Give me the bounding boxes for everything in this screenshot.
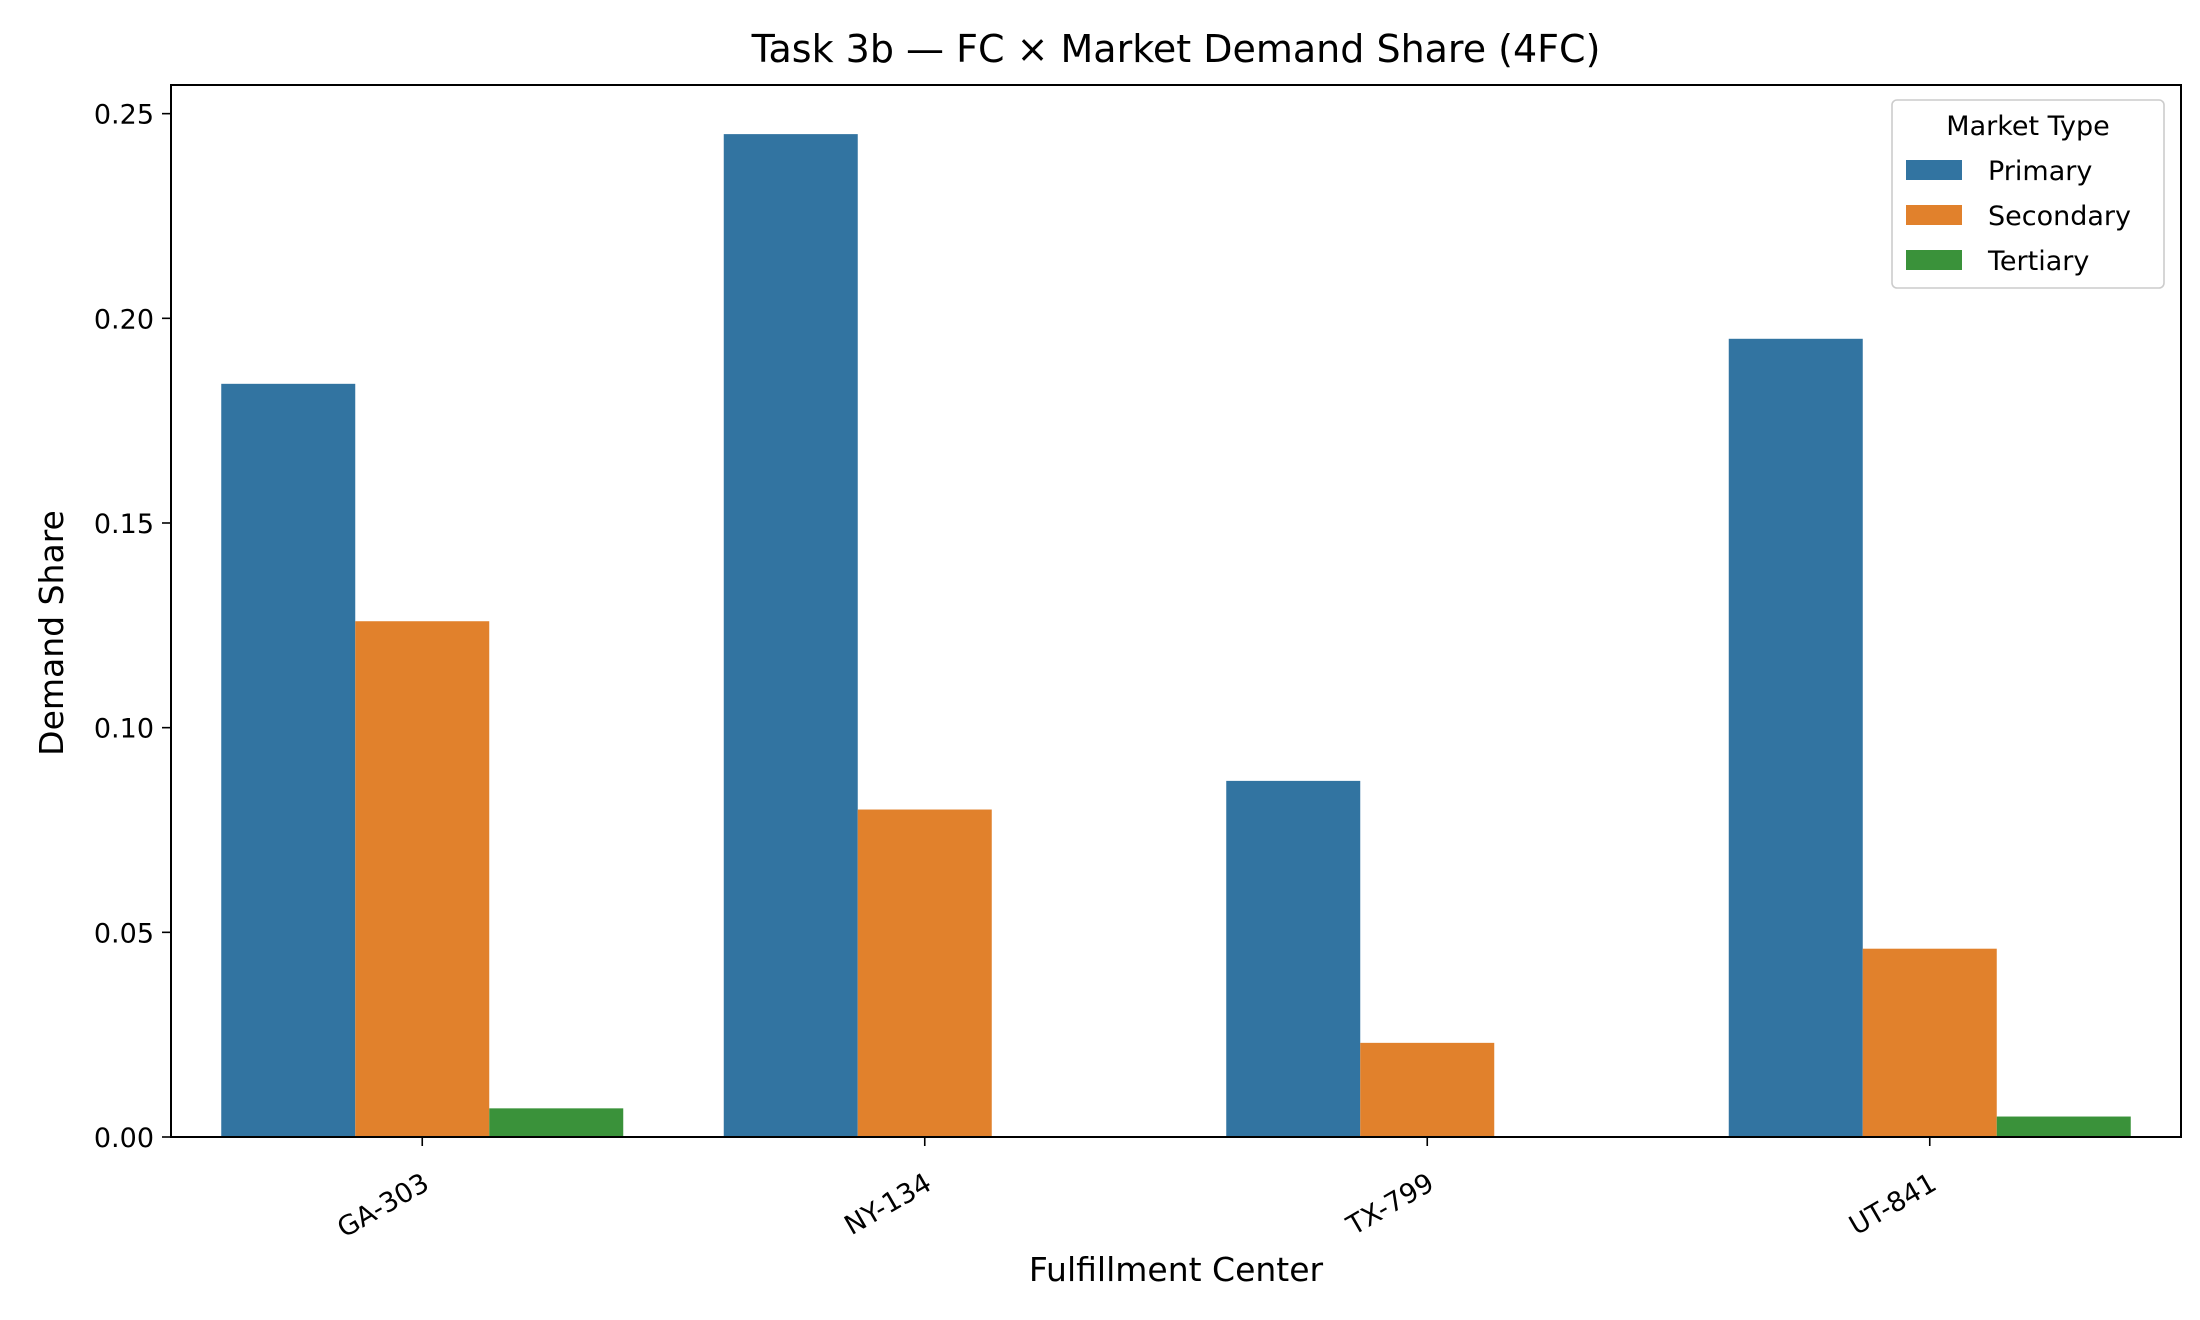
x-axis-label: Fulfillment Center bbox=[1029, 1250, 1324, 1289]
legend-swatch-tertiary bbox=[1906, 250, 1962, 270]
plot-area: 0.00 0.05 0.10 0.15 0.20 0.25 GA-303 NY-134 TX-7… bbox=[94, 84, 2182, 1244]
legend-box bbox=[1891, 99, 2165, 289]
bar-tertiary-ga-303 bbox=[489, 1108, 624, 1137]
y-tick-label: 0.20 bbox=[94, 304, 154, 335]
y-tick-label: 0.25 bbox=[94, 100, 154, 131]
y-tick-label: 0.05 bbox=[94, 918, 154, 949]
bar-secondary-tx-799 bbox=[1360, 1042, 1495, 1137]
y-axis-label: Demand Share bbox=[32, 510, 71, 756]
legend-label-secondary: Secondary bbox=[1988, 201, 2131, 232]
x-tick-label: TX-799 bbox=[1341, 1167, 1440, 1242]
y-tick-label: 0.10 bbox=[94, 714, 154, 745]
y-tick-label: 0.00 bbox=[94, 1123, 154, 1154]
legend-label-primary: Primary bbox=[1988, 156, 2092, 187]
y-tick-label: 0.15 bbox=[94, 509, 154, 540]
chart-title: Task 3b — FC × Market Demand Share (4FC) bbox=[751, 27, 1601, 71]
legend-swatch-primary bbox=[1906, 160, 1962, 180]
x-tick-label: NY-134 bbox=[839, 1167, 937, 1241]
bar-primary-ut-841 bbox=[1728, 338, 1863, 1137]
bar-primary-tx-799 bbox=[1226, 780, 1361, 1137]
legend-swatch-secondary bbox=[1906, 205, 1962, 225]
plot-frame bbox=[170, 84, 2182, 1138]
bar-secondary-ga-303 bbox=[355, 621, 490, 1137]
x-tick-label: GA-303 bbox=[332, 1167, 434, 1244]
bar-primary-ny-134 bbox=[723, 134, 858, 1137]
x-tick-label: UT-841 bbox=[1844, 1167, 1942, 1241]
legend-label-tertiary: Tertiary bbox=[1987, 246, 2089, 277]
bar-tertiary-ut-841 bbox=[1996, 1116, 2131, 1137]
bar-primary-ga-303 bbox=[221, 383, 356, 1137]
bar-secondary-ny-134 bbox=[857, 809, 992, 1137]
legend-title: Market Type bbox=[1946, 111, 2109, 142]
bar-secondary-ut-841 bbox=[1862, 948, 1997, 1137]
legend: Market Type Primary Secondary Tertiary bbox=[1891, 99, 2165, 289]
